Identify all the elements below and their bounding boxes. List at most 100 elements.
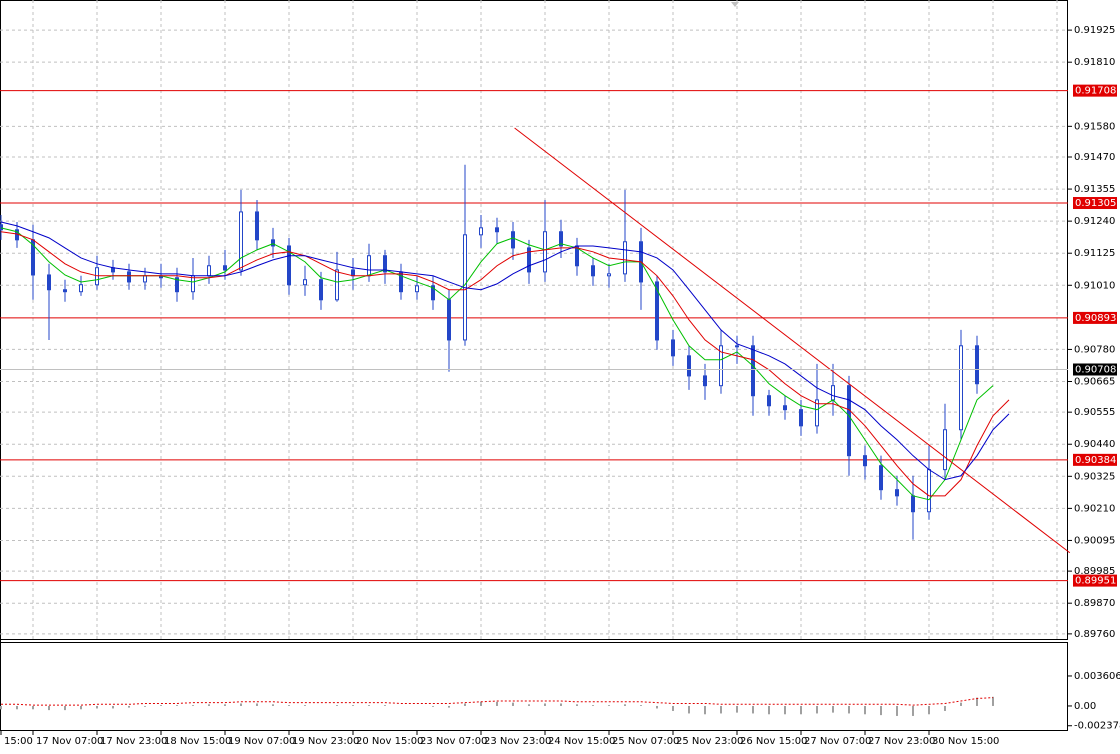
candle-body [719, 345, 723, 387]
y-tick-label: 0.91240 [1074, 216, 1115, 227]
candle-body [511, 231, 515, 249]
candle-body [223, 265, 227, 271]
candle-body [751, 345, 755, 397]
y-tick-label: 0.91125 [1074, 248, 1115, 259]
y-tick-label: 0.91925 [1074, 25, 1115, 36]
y-tick-label: 0.91810 [1074, 57, 1115, 68]
candle-body [687, 355, 691, 377]
candle-body [399, 271, 403, 293]
y-tick-label: 0.90780 [1074, 344, 1115, 355]
y-tick-label: 0.00 [1074, 701, 1096, 712]
candle-body [143, 275, 147, 283]
y-tick-label: 0.90555 [1074, 407, 1115, 418]
x-tick-label: 27 Nov 07:00 [804, 736, 871, 747]
y-tick-label: -0.002378 [1074, 721, 1120, 732]
candle-body [0, 224, 3, 231]
level-label: 0.91708 [1075, 86, 1116, 97]
candle-body [63, 289, 67, 293]
level-label-box [1073, 84, 1117, 97]
candle-body [415, 285, 419, 293]
x-tick-label: 18 Nov 15:00 [164, 736, 231, 747]
moving-average [0, 227, 994, 501]
y-tick-label: 0.89760 [1074, 629, 1115, 640]
level-label-box [1073, 574, 1117, 587]
y-tick-label: 0.91470 [1074, 152, 1115, 163]
candle-body [943, 429, 947, 471]
y-tick-label: 0.91010 [1074, 280, 1115, 291]
x-tick-label: 23 Nov 23:00 [484, 736, 551, 747]
candle-body [815, 399, 819, 427]
x-tick-label: 27 Nov 23:00 [868, 736, 935, 747]
y-tick-label: 0.90095 [1074, 535, 1115, 546]
candle-body [911, 495, 915, 513]
candle-body [447, 299, 451, 341]
candle-body [559, 231, 563, 247]
level-label: 0.90384 [1075, 455, 1116, 466]
candle-body [671, 339, 675, 357]
candle-body [831, 385, 835, 401]
level-label-box [1073, 453, 1117, 466]
moving-average [0, 231, 1010, 497]
candle-body [623, 241, 627, 275]
y-tick-label: 0.90665 [1074, 376, 1115, 387]
candle-body [655, 281, 659, 341]
y-tick-label: 0.90325 [1074, 471, 1115, 482]
x-tick-label: 25 Nov 07:00 [612, 736, 679, 747]
candle-body [975, 345, 979, 385]
level-label: 0.89951 [1075, 576, 1116, 587]
candle-body [783, 405, 787, 411]
level-label-box [1073, 311, 1117, 324]
x-tick-label: 15:00 [4, 736, 33, 747]
candle-body [863, 455, 867, 467]
current-price-box [1073, 363, 1117, 376]
candle-body [895, 489, 899, 497]
x-tick-label: 26 Nov 15:00 [740, 736, 807, 747]
signal-line [1, 697, 994, 706]
candle-body [927, 469, 931, 513]
candle-body [239, 211, 243, 271]
candle-body [271, 239, 275, 247]
candle-body [591, 265, 595, 277]
y-tick-label: 0.91580 [1074, 121, 1115, 132]
candle-body [959, 345, 963, 431]
x-tick-label: 23 Nov 07:00 [420, 736, 487, 747]
current-price-label: 0.90708 [1075, 364, 1116, 375]
x-tick-label: 19 Nov 23:00 [292, 736, 359, 747]
candle-body [735, 345, 739, 348]
candle-body [847, 385, 851, 457]
candle-body [335, 269, 339, 301]
sub-frame [0, 642, 1068, 731]
candle-body [703, 375, 707, 387]
candle-body [127, 271, 131, 283]
candle-body [479, 227, 483, 236]
candle-body [383, 255, 387, 273]
level-label-box [1073, 197, 1117, 210]
y-tick-label: 0.90440 [1074, 439, 1115, 450]
y-tick-label: 0.90210 [1074, 503, 1115, 514]
candle-body [319, 279, 323, 301]
x-tick-label: 25 Nov 23:00 [676, 736, 743, 747]
x-tick-label: 19 Nov 07:00 [228, 736, 295, 747]
candle-body [367, 255, 371, 277]
candle-body [79, 284, 83, 293]
candle-body [431, 285, 435, 301]
candle-body [303, 279, 307, 286]
candle-body [767, 395, 771, 407]
candle-body [287, 245, 291, 286]
candle-body [495, 227, 499, 233]
x-tick-label: 20 Nov 15:00 [356, 736, 423, 747]
moving-average [0, 221, 1010, 481]
candle-body [543, 231, 547, 273]
candle-body [175, 277, 179, 293]
candle-body [47, 274, 51, 291]
y-tick-label: 0.003606 [1074, 671, 1120, 682]
y-tick-label: 0.89985 [1074, 566, 1115, 577]
y-tick-label: 0.91355 [1074, 184, 1115, 195]
x-tick-label: 17 Nov 23:00 [100, 736, 167, 747]
level-label: 0.90893 [1075, 313, 1116, 324]
x-tick-label: 17 Nov 07:00 [36, 736, 103, 747]
x-tick-label: 30 Nov 15:00 [932, 736, 999, 747]
candle-body [527, 247, 531, 273]
